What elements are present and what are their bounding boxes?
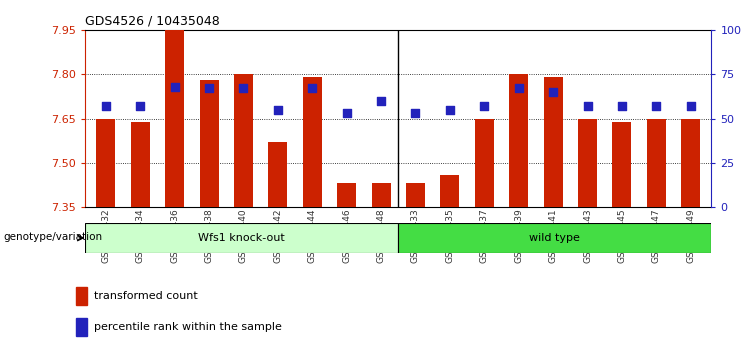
Point — [375, 98, 387, 104]
Bar — [131, 121, 150, 207]
Bar — [85, 223, 399, 253]
Bar — [681, 119, 700, 207]
Bar — [578, 119, 597, 207]
Point — [100, 103, 112, 109]
Bar — [76, 318, 87, 336]
Bar — [199, 80, 219, 207]
Bar — [96, 119, 116, 207]
Bar — [647, 119, 665, 207]
Text: genotype/variation: genotype/variation — [4, 232, 103, 242]
Bar — [440, 175, 459, 207]
Text: GDS4526 / 10435048: GDS4526 / 10435048 — [85, 14, 220, 27]
Bar — [165, 30, 184, 207]
Bar — [475, 119, 494, 207]
Text: transformed count: transformed count — [94, 291, 198, 301]
Point — [203, 86, 215, 91]
Bar — [509, 74, 528, 207]
Point — [582, 103, 594, 109]
Point — [547, 89, 559, 95]
Text: Wfs1 knock-out: Wfs1 knock-out — [199, 233, 285, 243]
Bar — [303, 77, 322, 207]
Text: wild type: wild type — [529, 233, 580, 243]
Point — [306, 86, 318, 91]
Bar — [613, 121, 631, 207]
Bar — [399, 223, 711, 253]
Bar — [268, 142, 288, 207]
Bar — [372, 183, 391, 207]
Bar — [544, 77, 562, 207]
Bar — [76, 287, 87, 305]
Point — [272, 107, 284, 113]
Point — [134, 103, 146, 109]
Point — [169, 84, 181, 90]
Point — [651, 103, 662, 109]
Point — [513, 86, 525, 91]
Point — [685, 103, 697, 109]
Bar — [234, 74, 253, 207]
Point — [238, 86, 250, 91]
Point — [444, 107, 456, 113]
Point — [410, 110, 422, 116]
Bar — [337, 183, 356, 207]
Point — [341, 110, 353, 116]
Bar — [406, 183, 425, 207]
Point — [616, 103, 628, 109]
Point — [479, 103, 491, 109]
Text: percentile rank within the sample: percentile rank within the sample — [94, 322, 282, 332]
